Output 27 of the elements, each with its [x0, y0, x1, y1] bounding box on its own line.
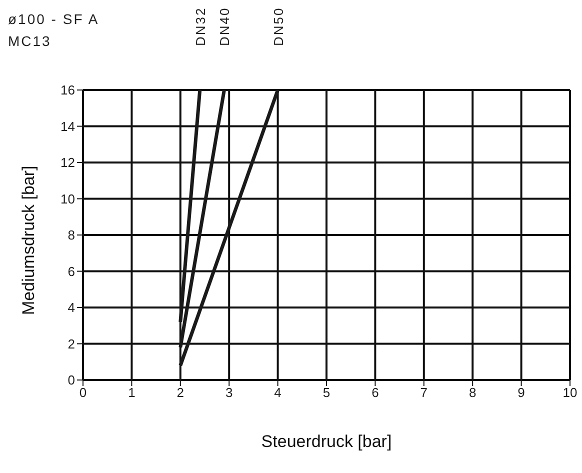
y-tick-label: 2	[68, 336, 75, 352]
x-tick-label: 9	[518, 385, 525, 400]
x-tick-label: 2	[176, 385, 184, 400]
y-tick-label: 12	[60, 155, 75, 170]
text: DN50	[270, 6, 286, 46]
x-tick-label: 3	[225, 385, 233, 400]
x-tick-label: 10	[562, 385, 578, 400]
chart-subtitle: MC13	[8, 32, 52, 51]
text: DN40	[217, 6, 232, 46]
y-tick-label: 6	[68, 264, 75, 279]
x-axis-title: Steuerdruck [bar]	[261, 432, 392, 451]
x-tick-label: 4	[274, 385, 282, 400]
y-tick-label: 0	[68, 372, 75, 388]
y-tick-label: 4	[68, 300, 75, 316]
y-tick-label: 14	[60, 118, 75, 134]
y-axis-title: Mediumsdruck [bar]	[19, 166, 38, 315]
x-tick-label: 0	[79, 385, 87, 400]
x-tick-label: 5	[322, 385, 330, 400]
x-tick-label: 6	[372, 385, 379, 400]
text: DN32	[192, 6, 208, 46]
y-tick-label: 16	[60, 82, 75, 98]
x-tick-label: 8	[468, 385, 476, 400]
y-tick-label: 10	[60, 191, 75, 206]
x-tick-label: 7	[420, 385, 428, 400]
y-tick-label: 8	[68, 228, 75, 243]
x-tick-label: 1	[128, 385, 136, 400]
chart-title: ø100 - SF A	[8, 10, 100, 29]
